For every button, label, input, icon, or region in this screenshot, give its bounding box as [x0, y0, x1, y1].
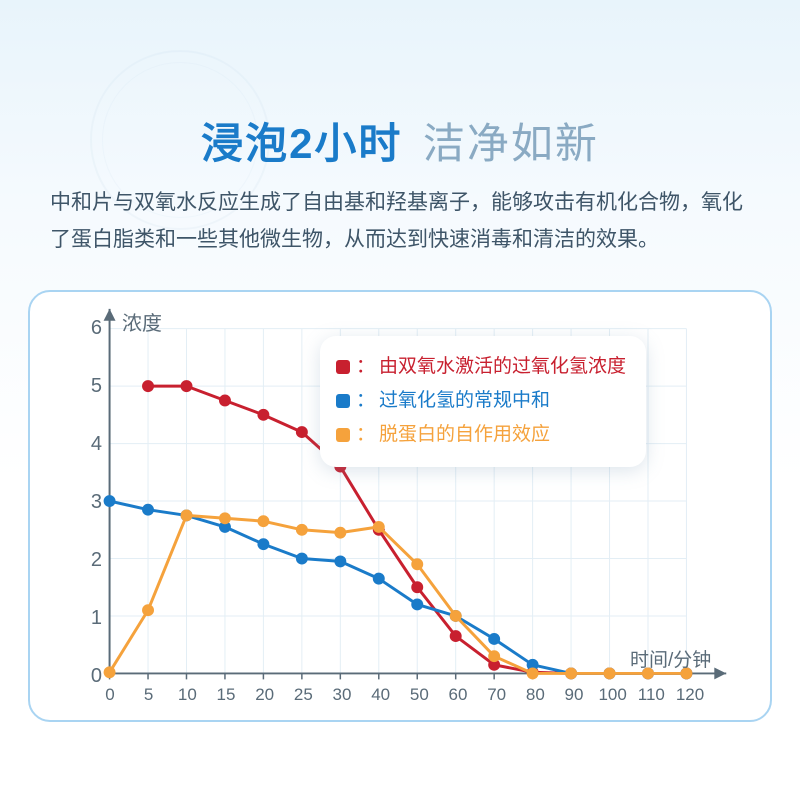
legend-colon: ： [356, 350, 375, 384]
title-main: 浸泡2小时 [201, 120, 402, 167]
x-tick: 100 [593, 685, 633, 705]
x-tick: 10 [167, 685, 207, 705]
x-tick: 120 [670, 685, 710, 705]
x-tick: 5 [129, 685, 169, 705]
legend-item: ：脱蛋白的自作用效应 [336, 418, 626, 452]
y-tick: 5 [72, 375, 102, 398]
legend-label: 由双氧水激活的过氧化氢浓度 [379, 350, 626, 384]
y-tick: 6 [72, 317, 102, 340]
x-tick: 40 [361, 685, 401, 705]
x-tick: 70 [477, 685, 517, 705]
legend-swatch [336, 428, 350, 442]
x-tick: 30 [322, 685, 362, 705]
x-tick: 15 [206, 685, 246, 705]
legend-colon: ： [356, 418, 375, 452]
legend-item: ：过氧化氢的常规中和 [336, 384, 626, 418]
y-tick: 3 [72, 491, 102, 514]
x-tick: 20 [245, 685, 285, 705]
description: 中和片与双氧水反应生成了自由基和羟基离子，能够攻击有机化合物，氧化了蛋白脂类和一… [50, 185, 750, 259]
x-tick: 110 [631, 685, 671, 705]
y-tick: 1 [72, 607, 102, 630]
chart-card: 浓度 时间/分钟 ：由双氧水激活的过氧化氢浓度：过氧化氢的常规中和：脱蛋白的自作… [28, 290, 772, 722]
x-axis-label: 时间/分钟 [630, 645, 711, 672]
legend-label: 过氧化氢的常规中和 [379, 384, 550, 418]
legend-colon: ： [356, 384, 375, 418]
legend-swatch [336, 394, 350, 408]
x-tick: 50 [399, 685, 439, 705]
x-tick: 60 [438, 685, 478, 705]
legend-item: ：由双氧水激活的过氧化氢浓度 [336, 350, 626, 384]
title-sub: 洁净如新 [423, 120, 599, 167]
legend-label: 脱蛋白的自作用效应 [379, 418, 550, 452]
x-tick: 80 [515, 685, 555, 705]
y-axis-label: 浓度 [122, 307, 162, 336]
x-tick: 90 [554, 685, 594, 705]
header: 浸泡2小时 洁净如新 [0, 110, 800, 171]
legend: ：由双氧水激活的过氧化氢浓度：过氧化氢的常规中和：脱蛋白的自作用效应 [320, 336, 646, 467]
y-tick: 2 [72, 549, 102, 572]
x-tick: 0 [90, 685, 130, 705]
legend-swatch [336, 360, 350, 374]
x-tick: 25 [283, 685, 323, 705]
y-tick: 4 [72, 433, 102, 456]
